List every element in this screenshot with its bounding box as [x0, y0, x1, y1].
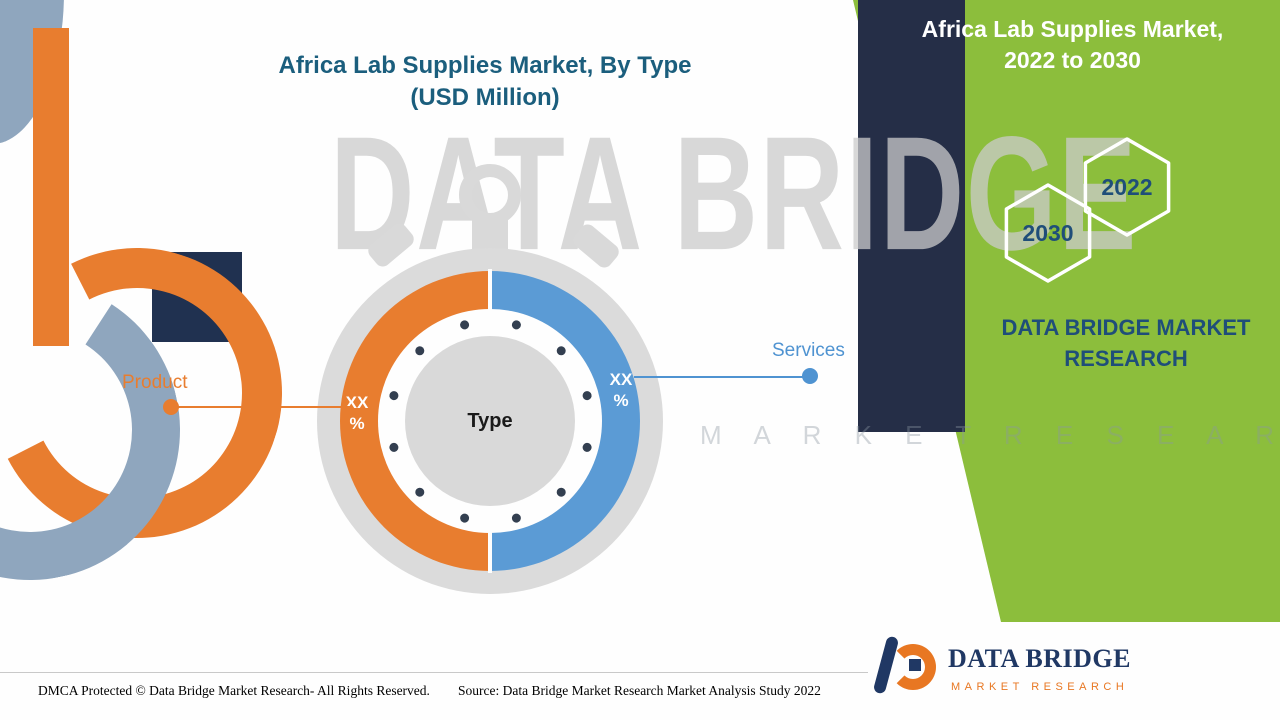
brand-text: DATA BRIDGE MARKET RESEARCH [990, 312, 1262, 374]
side-panel-title: Africa Lab Supplies Market, 2022 to 2030 [900, 14, 1245, 76]
hexagon-year-2022: 2022 [1101, 174, 1153, 200]
services-percent-sign: % [613, 391, 629, 410]
hexagon-2022 [1083, 137, 1171, 237]
product-percent-sign: % [349, 414, 365, 433]
navy-strip [858, 0, 965, 432]
chart-title: Africa Lab Supplies Market, By Type (USD… [240, 50, 730, 114]
hexagon-year-2030: 2030 [1022, 220, 1074, 246]
product-percent-label: XX % [332, 392, 382, 434]
year-hexagons [1004, 137, 1171, 283]
brand-text-line2: RESEARCH [1064, 346, 1188, 371]
product-callout-dot [163, 399, 179, 415]
logo-b-ring-icon [890, 644, 936, 690]
segment-divider-bottom [488, 528, 492, 573]
logo-tagline: MARKET RESEARCH [951, 681, 1129, 693]
services-callout-line [634, 376, 806, 378]
dmca-notice: DMCA Protected © Data Bridge Market Rese… [38, 683, 430, 698]
watermark-market-research: M A R K E T R E S E A R C H [700, 420, 1280, 450]
hexagon-2030 [1004, 183, 1092, 283]
services-callout-dot [802, 368, 818, 384]
chart-title-line1: Africa Lab Supplies Market, By Type [278, 52, 692, 79]
decor-orange-bar [33, 28, 69, 346]
product-callout-line [175, 406, 350, 408]
logo-b-square-icon [909, 659, 921, 671]
product-legend-label: Product [122, 372, 188, 393]
services-percent-label: XX % [596, 369, 646, 411]
side-panel-title-line2: 2022 to 2030 [1004, 47, 1141, 73]
side-panel-title-line1: Africa Lab Supplies Market, [921, 16, 1224, 42]
chart-title-line2: (USD Million) [410, 84, 560, 111]
brand-text-line1: DATA BRIDGE MARKET [1001, 315, 1251, 340]
donut-center-label: Type [405, 336, 575, 506]
product-percent-value: XX [345, 393, 369, 412]
stopwatch-donut-chart: Type XX % XX % [317, 164, 663, 594]
source-note: Source: Data Bridge Market Research Mark… [458, 683, 821, 698]
logo-wordmark: DATA BRIDGE [948, 644, 1131, 673]
decor-navy-square [152, 252, 242, 342]
footer-divider [0, 672, 868, 673]
services-legend-label: Services [772, 340, 845, 361]
segment-divider-top [488, 269, 492, 314]
services-percent-value: XX [609, 370, 633, 389]
